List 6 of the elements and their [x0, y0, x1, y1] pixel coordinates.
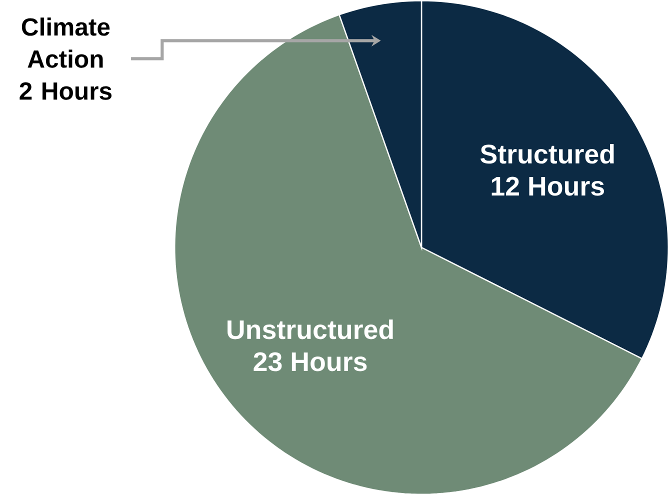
slice-label: Structured — [480, 144, 614, 164]
slice-label: Climate Action — [22, 18, 110, 68]
data-label: 2 Hours — [20, 82, 112, 100]
data-label: 12 Hours — [492, 176, 604, 196]
data-label: 23 Hours — [254, 352, 367, 372]
slice-label: Unstructured — [228, 319, 393, 340]
